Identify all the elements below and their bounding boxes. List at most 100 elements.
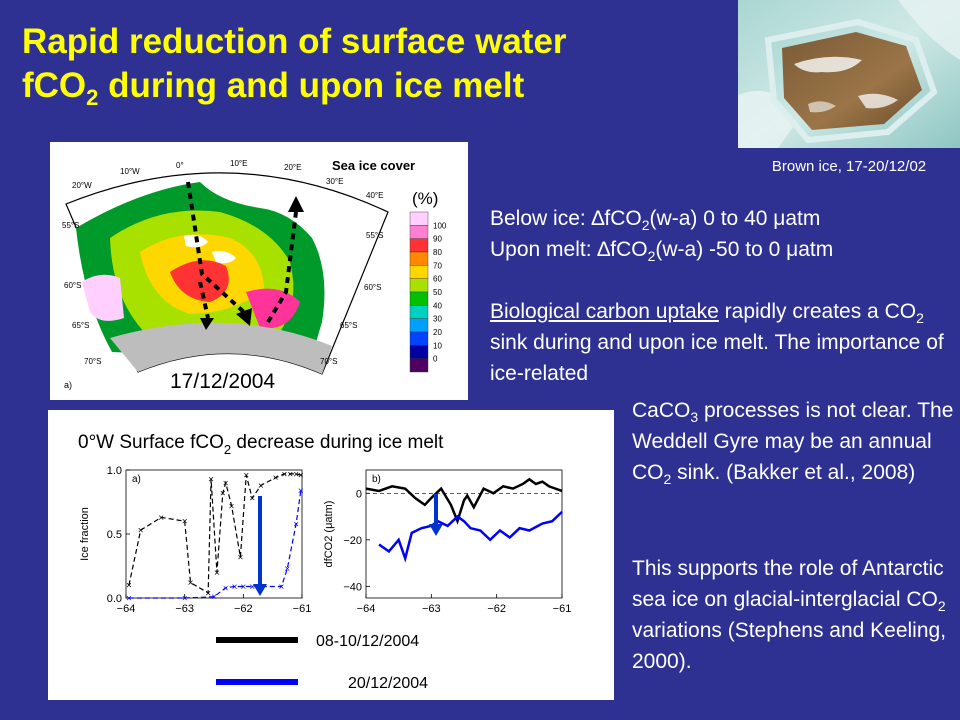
title-line-1: Rapid reduction of surface water [22,22,567,61]
colorbar-tick-label: 0 [433,355,438,364]
open-water-patch [212,250,236,264]
map-panel-label: a) [64,380,72,390]
colorbar-segment [409,265,429,279]
legend-label: 20/12/2004 [348,675,428,692]
latitude-label: 60°S [64,281,81,290]
data-point: × [205,588,211,599]
data-point: × [249,582,255,593]
below-ice-line: Below ice: ∆fCO2(w-a) 0 to 40 μatm [490,207,821,234]
fco2-charts: 0°W Surface fCO2 decrease during ice mel… [78,432,572,692]
latitude-label: 70°S [320,357,337,366]
colorbar-tick-label: 60 [433,275,442,284]
y-tick-label: 1.0 [107,465,122,477]
data-point: × [249,494,255,505]
biological-uptake-underlined: Biological carbon uptake [490,300,719,323]
x-tick-label: −62 [234,603,253,615]
data-point: × [284,564,290,575]
y-tick-label: 0.0 [107,593,122,605]
antarctic-land [110,322,332,374]
data-point: × [298,486,304,497]
colorbar-segment [409,318,429,333]
longitude-label: 30°E [326,177,343,186]
chart-panel-title: 0°W Surface fCO2 decrease during ice mel… [78,432,444,457]
arrow-head [288,196,304,212]
data-point: × [126,594,132,605]
data-point: × [211,592,217,603]
data-point: × [223,583,229,594]
title-line-2-pre: fCO [22,66,87,105]
data-point: × [273,473,279,484]
caco3-text: CaCO3 processes is not clear. The Weddel… [632,399,954,488]
data-series-line [128,490,302,599]
sea-ice-area-magenta [246,288,300,329]
colorbar-tick-label: 100 [433,221,447,230]
longitude-label: 40°E [366,191,383,200]
x-tick-label: −63 [422,603,441,615]
photo-caption: Brown ice, 17-20/12/02 [771,158,927,175]
colorbar-tick-label: 70 [433,261,442,270]
data-point: × [223,478,229,489]
ship-track-arrow [186,181,248,316]
data-series-line [378,510,563,563]
data-point: × [126,581,132,592]
map-legend-unit: (%) [412,189,438,208]
plot-panel-label: a) [132,474,141,485]
data-point: × [229,501,235,512]
longitude-label: 20°W [72,181,92,190]
decrease-arrow-head [253,584,267,596]
upon-melt-line: Upon melt: ∆fCO2(w-a) -50 to 0 μatm [490,238,834,265]
slide-title: Rapid reduction of surface water fCO2 du… [22,20,722,110]
map-legend-title: Sea ice cover [332,158,415,173]
brown-ice-illustration [738,0,960,148]
y-axis-label: dfCO2 (μatm) [323,501,335,568]
data-point: × [232,582,238,593]
latitude-label: 55°S [366,231,383,240]
colorbar-segment [409,331,429,346]
colorbar-tick-label: 20 [433,328,442,337]
colorbar-tick-label: 50 [433,288,442,297]
data-point: × [258,481,264,492]
data-point: × [208,474,214,485]
colorbar-segment [409,225,429,239]
decrease-arrow-head [429,524,443,536]
x-tick-label: −64 [117,603,136,615]
map-date: 17/12/2004 [170,370,275,393]
arrow-head [236,308,252,326]
colorbar-tick-label: 30 [433,315,442,324]
colorbar-segment [409,238,429,253]
colorbar-segment [409,211,429,226]
colorbar-segment [409,345,429,359]
ship-track-arrow [266,211,298,324]
arrow-head [200,318,214,330]
legend-label: 08-10/12/2004 [316,633,419,650]
data-point: × [293,519,299,530]
x-tick-label: −61 [553,603,572,615]
latitude-label: 55°S [62,221,79,230]
x-tick-label: −63 [175,603,194,615]
y-tick-label: −20 [343,535,362,547]
glacial-support-text: This supports the role of Antarctic sea … [632,557,947,673]
colorbar-tick-label: 90 [433,235,442,244]
data-point: × [243,471,249,482]
data-point: × [287,469,293,480]
longitude-label: 10°E [230,159,247,168]
title-line-2-post: during and upon ice melt [98,66,525,105]
sea-ice-area-red [170,260,229,302]
x-tick-label: −61 [293,603,312,615]
longitude-label: 20°E [284,163,301,172]
fco2-range-text: Below ice: ∆fCO2(w-a) 0 to 40 μatm Upon … [490,203,960,265]
data-point: × [293,469,299,480]
data-point: × [182,517,188,528]
data-series-line [365,477,563,525]
colorbar-tick-label: 40 [433,301,442,310]
data-point: × [240,582,246,593]
colorbar-segment [409,305,429,319]
data-point: × [182,594,188,605]
latitude-label: 65°S [340,321,357,330]
colorbar-segment [409,291,429,306]
title-line-2-sub: 2 [86,85,99,110]
data-point: × [188,578,194,589]
colorbar-tick-label: 10 [433,341,442,350]
